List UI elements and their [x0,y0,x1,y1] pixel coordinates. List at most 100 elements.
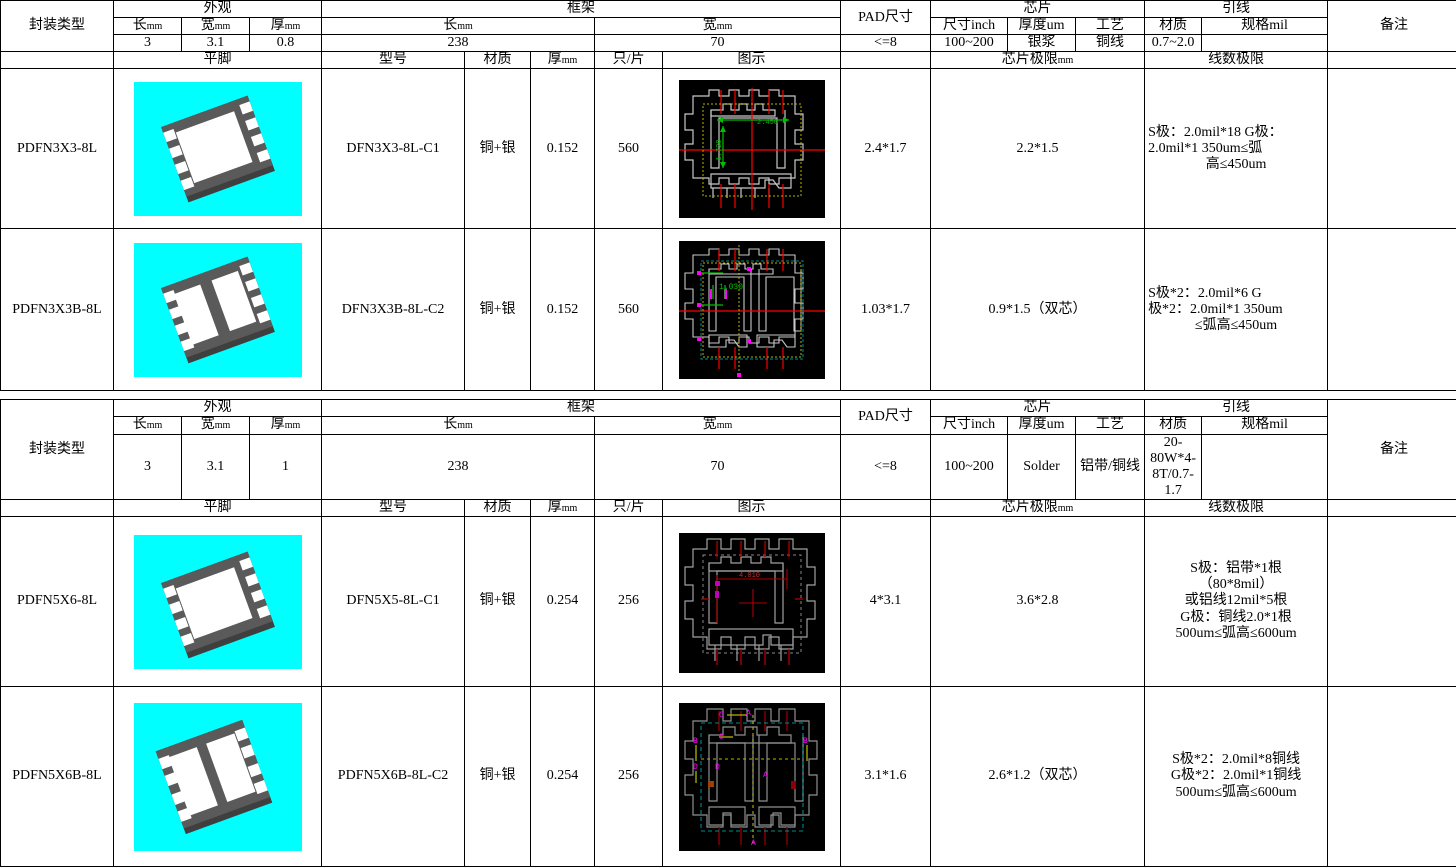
wire-line: S极*2：2.0mil*6 G [1148,286,1324,302]
wire-line: 极*2：2.0mil*1 350um [1148,302,1324,318]
row-per-strip: 560 [595,69,663,229]
wire-line: S极*2：2.0mil*8铜线 [1148,752,1324,768]
pad-size-header: PAD尺寸 [841,400,931,434]
package-photo-single-pad [134,535,302,669]
row-package-type: PDFN3X3-8L [1,69,114,229]
frame-length-label: 长mm [322,417,595,434]
wire-line: （80*8mil） [1148,577,1324,593]
group-frame-header: 框架 [322,400,841,417]
row-model: DFN3X3B-8L-C2 [322,229,465,391]
row-wire-count-limit: S极：2.0mil*18 G极： 2.0mil*1 350um≤弧 高≤450u… [1145,69,1328,229]
row-per-strip: 256 [595,517,663,687]
wire-line: 500um≤弧高≤600um [1148,785,1324,801]
row-package-type: PDFN5X6B-8L [1,687,114,867]
wire-line: G极*2：2.0mil*1铜线 [1148,768,1324,784]
row-thickness: 0.254 [531,517,595,687]
group-frame-header: 框架 [322,1,841,18]
chip-size-inch-label: 尺寸inch [931,417,1008,434]
row-material: 铜+银 [465,69,531,229]
row-material: 铜+银 [465,517,531,687]
diagram-header: 图示 [663,52,841,69]
appearance-width-label: 宽mm [182,417,250,434]
cad-dimension-label-vertical: 1.728 [716,139,724,160]
thickness-header: 厚mm [531,499,595,516]
table-gap [0,391,1456,399]
row-chip-limit: 0.9*1.5（双芯） [931,229,1145,391]
frame-length-value: 238 [322,35,595,52]
row-diagram-cell: 1.030 [663,229,841,391]
appearance-length-label: 长mm [114,18,182,35]
row-thickness: 0.152 [531,69,595,229]
cad-dimension-label: 2.450 [757,119,778,127]
table-row: PDFN3X3B-8L [1,229,1456,391]
diagram-header: 图示 [663,499,841,516]
table1-value-header-row: 3 3.1 0.8 238 70 <=8 100~200 银浆 铜线 0.7~2… [1,35,1456,52]
chip-limit-header: 芯片极限mm [931,52,1145,69]
row-pad-size: 1.03*1.7 [841,229,931,391]
row-photo-cell [114,69,322,229]
appearance-length-label: 长mm [114,417,182,434]
wire-line: G极：铜线2.0*1根 [1148,610,1324,626]
remark-header: 备注 [1328,1,1456,52]
row-package-type: PDFN3X3B-8L [1,229,114,391]
flat-pin-header: 平脚 [114,52,322,69]
per-strip-header: 只/片 [595,52,663,69]
cad-drawing-dfn5x6-dual: A B C D B C D A A [679,703,825,851]
row-pad-size: 2.4*1.7 [841,69,931,229]
row-remark [1328,229,1456,391]
frame-width-label: 宽mm [595,18,841,35]
row-material: 铜+银 [465,229,531,391]
spec-table-2: 封装类型 外观 框架 PAD尺寸 芯片 引线 备注 长mm 宽mm 厚mm 长m… [0,399,1456,867]
cad-callout-A2: A [763,771,768,780]
table2-value-header-row: 3 3.1 1 238 70 <=8 100~200 Solder 铝带/铜线 … [1,434,1456,499]
frame-length-value: 238 [322,434,595,499]
cad-drawing-dfn5x6-single: 4.010 [679,533,825,671]
wire-count-limit-header: 线数极限 [1145,499,1328,516]
cad-callout-C2: C [719,733,724,742]
wire-material-value: 铝带/铜线 [1076,434,1145,499]
chip-thickness-um-label: 厚度um [1008,417,1076,434]
spec-table-1: 封装类型 外观 框架 PAD尺寸 芯片 引线 备注 长mm 宽mm 厚mm 长m… [0,0,1456,391]
chip-thickness-um-label: 厚度um [1008,18,1076,35]
chip-thickness-um-value: 100~200 [931,434,1008,499]
spec-sheet: 封装类型 外观 框架 PAD尺寸 芯片 引线 备注 长mm 宽mm 厚mm 长m… [0,0,1456,847]
chip-process-label: 工艺 [1076,18,1145,35]
table-row: PDFN5X6B-8L [1,687,1456,867]
group-appearance-header: 外观 [114,400,322,417]
group-wire-header: 引线 [1145,1,1328,18]
table2-group-header-row: 封装类型 外观 框架 PAD尺寸 芯片 引线 备注 [1,400,1456,417]
row-chip-limit: 3.6*2.8 [931,517,1145,687]
row-remark [1328,69,1456,229]
table1-subcol-header-row: 长mm 宽mm 厚mm 长mm 宽mm 尺寸inch 厚度um 工艺 材质 规格… [1,18,1456,35]
table-row: PDFN5X6-8L [1,517,1456,687]
row-model: DFN5X5-8L-C1 [322,517,465,687]
appearance-width-value: 3.1 [182,35,250,52]
wire-material-label: 材质 [1145,417,1202,434]
row-diagram-cell: 2.450 1.728 [663,69,841,229]
per-strip-header: 只/片 [595,499,663,516]
model-header: 型号 [322,499,465,516]
chip-process-value: Solder [1008,434,1076,499]
cad-callout-A3: A [751,839,756,848]
row-diagram-cell: A B C D B C D A A [663,687,841,867]
chip-limit-header: 芯片极限mm [931,499,1145,516]
material-header: 材质 [465,499,531,516]
appearance-width-label: 宽mm [182,18,250,35]
group-appearance-header: 外观 [114,1,322,18]
chip-size-inch-label: 尺寸inch [931,18,1008,35]
wire-line: S极：铝带*1根 [1148,561,1324,577]
cad-dimension-label: 1.030 [719,283,743,292]
wire-line: 或铝线12mil*5根 [1148,593,1324,609]
row-wire-count-limit: S极*2：2.0mil*8铜线 G极*2：2.0mil*1铜线 500um≤弧高… [1145,687,1328,867]
package-photo-single-pad [134,82,302,216]
row-model: PDFN5X6B-8L-C2 [322,687,465,867]
chip-process-value: 银浆 [1008,35,1076,52]
cad-callout-B: B [693,737,698,746]
material-header: 材质 [465,52,531,69]
wire-spec-mil-label: 规格mil [1202,18,1328,35]
row-thickness: 0.254 [531,687,595,867]
wire-spec-mil-label: 规格mil [1202,417,1328,434]
row-per-strip: 256 [595,687,663,867]
table-row: PDFN3X3-8L [1,69,1456,229]
table2-column-title-row: 平脚 型号 材质 厚mm 只/片 图示 芯片极限mm 线数极限 [1,499,1456,516]
